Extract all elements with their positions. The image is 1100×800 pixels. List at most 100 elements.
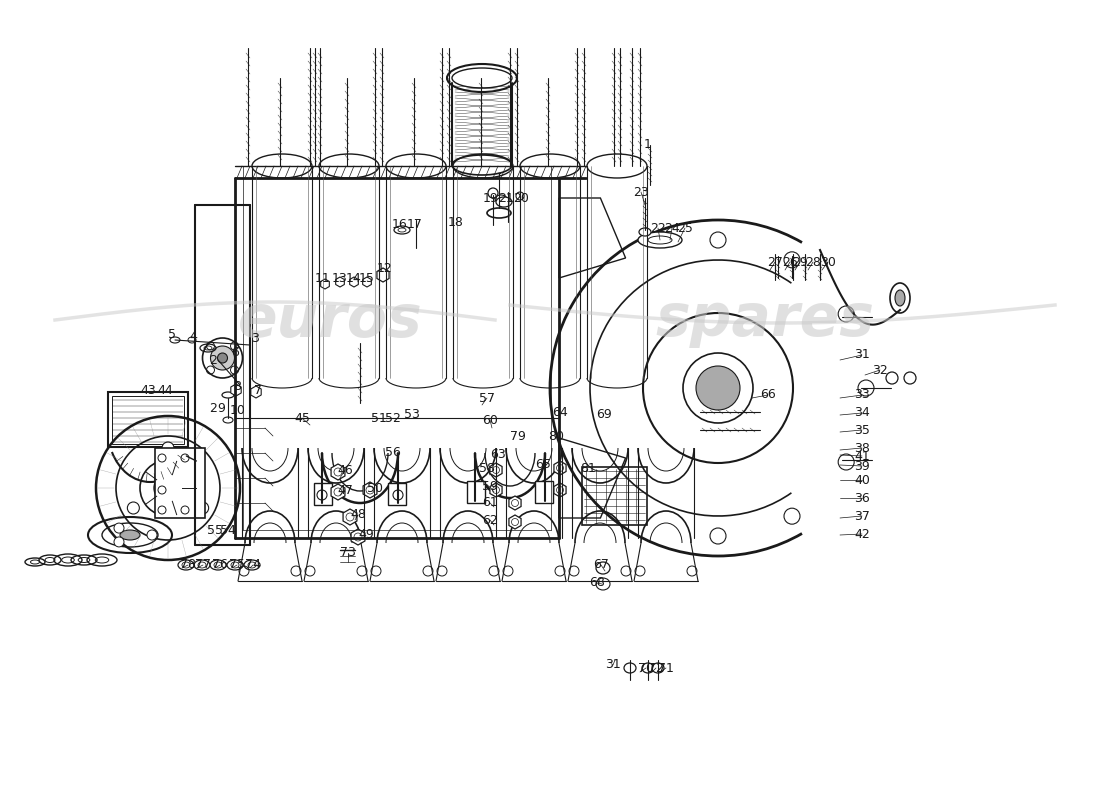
Ellipse shape bbox=[158, 486, 166, 494]
Text: 44: 44 bbox=[157, 383, 173, 397]
Text: 9: 9 bbox=[217, 402, 224, 414]
Text: 54: 54 bbox=[220, 523, 235, 537]
Text: 50: 50 bbox=[367, 482, 383, 494]
Text: 17: 17 bbox=[407, 218, 422, 231]
Text: 5: 5 bbox=[168, 327, 176, 341]
Text: 37: 37 bbox=[854, 510, 870, 522]
Bar bbox=[108, 392, 188, 447]
Text: 70: 70 bbox=[638, 662, 654, 674]
Ellipse shape bbox=[120, 530, 140, 540]
Ellipse shape bbox=[222, 392, 234, 398]
Text: 41: 41 bbox=[854, 450, 870, 462]
Text: 76: 76 bbox=[212, 558, 228, 571]
Ellipse shape bbox=[487, 208, 512, 218]
Text: 74: 74 bbox=[245, 558, 261, 571]
Text: 12: 12 bbox=[377, 262, 393, 274]
Polygon shape bbox=[231, 384, 241, 396]
Text: 18: 18 bbox=[448, 215, 464, 229]
Bar bbox=[112, 396, 184, 444]
Text: 15: 15 bbox=[359, 271, 375, 285]
Ellipse shape bbox=[453, 154, 513, 178]
Polygon shape bbox=[363, 482, 377, 498]
Polygon shape bbox=[251, 386, 261, 398]
Polygon shape bbox=[331, 464, 345, 480]
Text: 39: 39 bbox=[854, 459, 870, 473]
Text: 3: 3 bbox=[251, 331, 258, 345]
Ellipse shape bbox=[197, 502, 209, 514]
Polygon shape bbox=[363, 277, 372, 287]
Text: 40: 40 bbox=[854, 474, 870, 486]
Text: 45: 45 bbox=[294, 411, 310, 425]
Text: 77: 77 bbox=[195, 558, 211, 571]
Polygon shape bbox=[377, 268, 389, 282]
Ellipse shape bbox=[516, 192, 524, 200]
Text: 14: 14 bbox=[346, 271, 362, 285]
Text: 63: 63 bbox=[491, 449, 506, 462]
Ellipse shape bbox=[447, 64, 517, 92]
Ellipse shape bbox=[496, 197, 512, 207]
Text: 57: 57 bbox=[478, 391, 495, 405]
Text: 35: 35 bbox=[854, 423, 870, 437]
Text: 10: 10 bbox=[230, 405, 246, 418]
Text: 69: 69 bbox=[596, 409, 612, 422]
Ellipse shape bbox=[624, 663, 636, 673]
Text: 61: 61 bbox=[482, 497, 498, 510]
Text: 49: 49 bbox=[359, 529, 374, 542]
Polygon shape bbox=[509, 515, 521, 529]
Text: 1: 1 bbox=[645, 138, 652, 151]
Ellipse shape bbox=[158, 506, 166, 514]
Text: 29: 29 bbox=[792, 255, 807, 269]
Text: 31: 31 bbox=[605, 658, 620, 671]
Ellipse shape bbox=[895, 290, 905, 306]
Text: 68: 68 bbox=[590, 577, 605, 590]
Ellipse shape bbox=[886, 372, 898, 384]
Text: euros: euros bbox=[238, 291, 422, 349]
Text: 47: 47 bbox=[337, 483, 353, 497]
Ellipse shape bbox=[114, 523, 124, 533]
Text: 53: 53 bbox=[404, 409, 420, 422]
Text: 38: 38 bbox=[854, 442, 870, 454]
Bar bbox=[314, 483, 332, 505]
Ellipse shape bbox=[642, 663, 654, 673]
Text: 67: 67 bbox=[593, 558, 609, 571]
Polygon shape bbox=[350, 277, 359, 287]
Polygon shape bbox=[554, 461, 566, 475]
Ellipse shape bbox=[520, 154, 580, 178]
Text: 58: 58 bbox=[478, 462, 495, 474]
Text: 27: 27 bbox=[767, 255, 783, 269]
Text: 22: 22 bbox=[650, 222, 666, 234]
Text: 28: 28 bbox=[805, 255, 821, 269]
Text: 8: 8 bbox=[233, 381, 241, 394]
Ellipse shape bbox=[188, 337, 196, 343]
Polygon shape bbox=[336, 277, 344, 287]
Ellipse shape bbox=[128, 502, 140, 514]
Ellipse shape bbox=[587, 154, 647, 178]
Text: 56: 56 bbox=[385, 446, 400, 459]
Bar bbox=[535, 481, 553, 503]
Ellipse shape bbox=[652, 663, 664, 673]
Text: 48: 48 bbox=[350, 509, 366, 522]
Text: 64: 64 bbox=[552, 406, 568, 418]
Polygon shape bbox=[490, 483, 502, 497]
Ellipse shape bbox=[147, 530, 157, 540]
Text: 71: 71 bbox=[658, 662, 674, 674]
Polygon shape bbox=[490, 463, 502, 477]
Text: 16: 16 bbox=[392, 218, 408, 231]
Polygon shape bbox=[343, 509, 356, 525]
Text: 7: 7 bbox=[254, 383, 262, 397]
Text: 24: 24 bbox=[664, 222, 680, 234]
Ellipse shape bbox=[182, 454, 189, 462]
Text: 46: 46 bbox=[337, 463, 353, 477]
Text: 60: 60 bbox=[482, 414, 498, 426]
Text: spares: spares bbox=[656, 291, 875, 349]
Text: 73: 73 bbox=[340, 546, 356, 559]
Bar bbox=[582, 467, 647, 525]
Ellipse shape bbox=[386, 154, 446, 178]
Text: 72: 72 bbox=[648, 662, 664, 674]
Text: 66: 66 bbox=[760, 389, 775, 402]
Ellipse shape bbox=[596, 562, 611, 574]
Ellipse shape bbox=[154, 474, 182, 502]
Text: 59: 59 bbox=[482, 481, 498, 494]
Text: 32: 32 bbox=[872, 363, 888, 377]
Text: 4: 4 bbox=[189, 330, 197, 342]
